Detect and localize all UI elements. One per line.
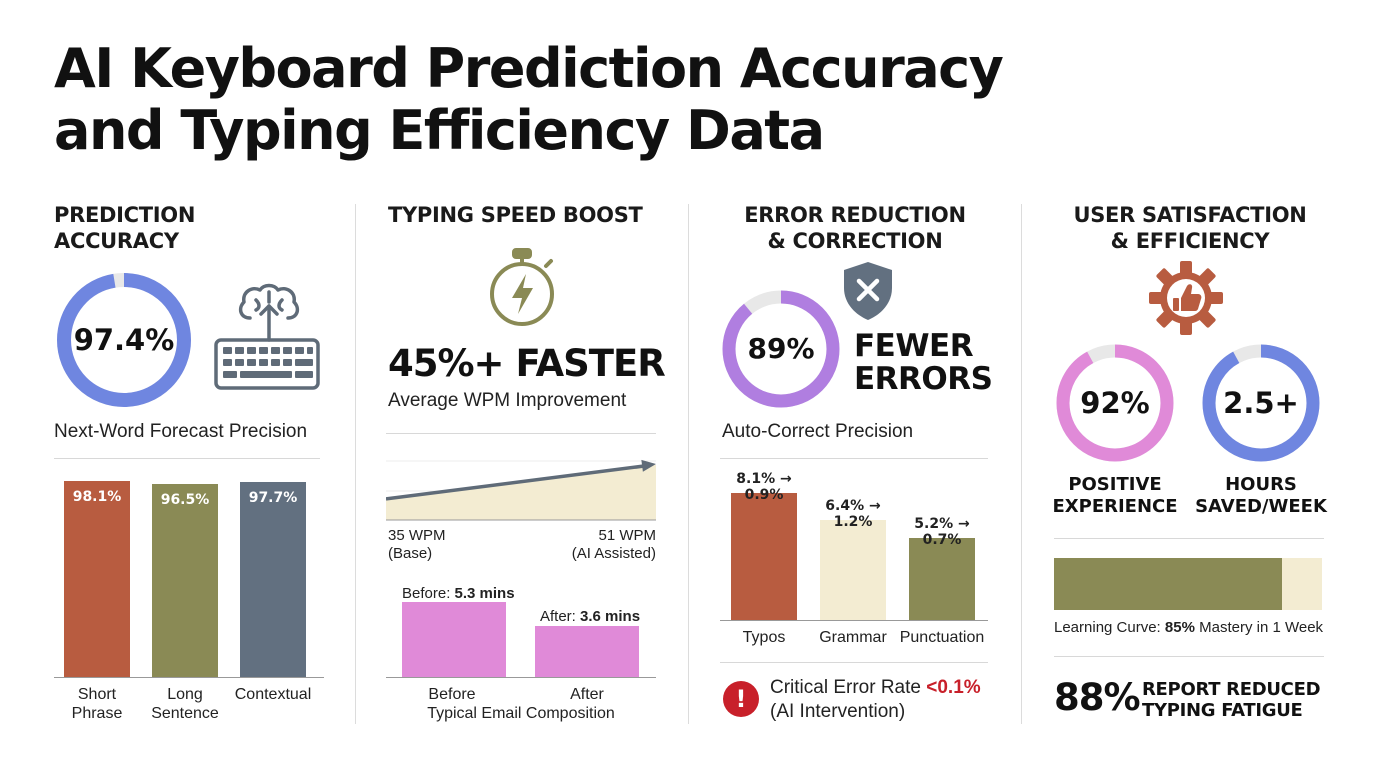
positive-experience-label: POSITIVE EXPERIENCE [1052, 474, 1178, 517]
exclamation-icon: ! [723, 681, 759, 717]
bar-contextual [240, 481, 306, 677]
positive-experience-ring [1056, 344, 1174, 462]
bar-value-label: 8.1% → 0.9% [736, 470, 792, 503]
x-axis-title: Typical Email Composition [427, 705, 615, 722]
prediction-heading: PREDICTION ACCURACY [54, 203, 196, 253]
error-reduction-panel: ERROR REDUCTION & CORRECTION 89% FEWER E… [706, 196, 1004, 756]
category-label: Long Sentence [151, 686, 219, 722]
learning-curve-fill [1054, 558, 1282, 610]
fewer-errors-label: FEWER ERRORS [854, 328, 993, 397]
divider [386, 433, 656, 434]
bar-grammar [820, 519, 886, 620]
satisfaction-heading: USER SATISFACTION & EFFICIENCY [1073, 203, 1307, 253]
wpm-area-chart [386, 459, 656, 521]
page-title: AI Keyboard Prediction Accuracy and Typi… [54, 38, 1154, 162]
bar-punctuation [909, 538, 975, 620]
critical-error-rate: Critical Error Rate <0.1% (AI Interventi… [770, 677, 981, 722]
typing-speed-panel: TYPING SPEED BOOST 45%+ FASTER Average W… [372, 196, 672, 756]
bar-long-sentence [152, 484, 218, 677]
bar-short-phrase [64, 480, 130, 677]
learning-curve-track [1054, 558, 1322, 610]
fatigue-label: REPORT REDUCED TYPING FATIGUE [1142, 679, 1321, 721]
divider [54, 458, 320, 459]
prediction-ring-value: 97.4% [73, 323, 175, 357]
speed-subline: Average WPM Improvement [388, 390, 627, 411]
before-value-label: Before: 5.3 mins [402, 585, 515, 602]
wpm-trend-line [386, 464, 645, 501]
wpm-area-fill [386, 465, 656, 520]
wpm-base-label: 35 WPM (Base) [388, 527, 446, 562]
user-satisfaction-panel: USER SATISFACTION & EFFICIENCY 92% 2.5+ [1040, 196, 1340, 756]
speed-headline: 45%+ FASTER [388, 342, 666, 385]
divider [720, 458, 988, 459]
category-label: Grammar [819, 629, 887, 646]
category-label: Punctuation [899, 629, 985, 646]
positive-experience-value: 92% [1080, 386, 1150, 420]
stopwatch-lightning-icon [490, 248, 554, 326]
page-title-line2: and Typing Efficiency Data [54, 99, 825, 162]
after-value-label: After: 3.6 mins [540, 608, 641, 625]
bar-value-label: 96.5% [160, 492, 210, 508]
bar-value-label: 5.2% → 0.7% [914, 516, 970, 549]
errors-heading: ERROR REDUCTION & CORRECTION [744, 203, 966, 253]
hours-saved-ring [1202, 344, 1320, 462]
errors-caption: Auto-Correct Precision [722, 421, 914, 442]
column-divider [355, 204, 356, 724]
prediction-accuracy-ring [57, 273, 191, 407]
gear-thumbs-up-icon [1149, 261, 1223, 335]
wpm-arrowhead [641, 459, 656, 472]
bar-value-label: 97.7% [248, 489, 298, 506]
category-label: Typos [742, 629, 786, 646]
divider [720, 662, 988, 663]
bar-before [402, 602, 506, 677]
brain-keyboard-icon [214, 283, 320, 390]
bar-typos [731, 492, 797, 620]
bar-value-label: 6.4% → 1.2% [825, 497, 881, 530]
critical-error-value: <0.1% [926, 677, 981, 698]
prediction-caption: Next-Word Forecast Precision [54, 421, 308, 442]
x-axis-line [720, 620, 988, 621]
x-axis-line [54, 677, 324, 678]
category-label: Short Phrase [71, 686, 123, 722]
wpm-ai-label: 51 WPM (AI Assisted) [571, 527, 656, 562]
category-label: After [570, 686, 604, 703]
divider [1054, 538, 1324, 539]
speed-heading: TYPING SPEED BOOST [388, 203, 643, 227]
bar-value-label: 98.1% [72, 488, 122, 505]
autocorrect-ring [722, 290, 840, 408]
learning-curve-label: Learning Curve: 85% Mastery in 1 Week [1054, 619, 1324, 636]
column-divider [688, 204, 689, 724]
category-label: Contextual [234, 686, 312, 703]
fatigue-value: 88% [1054, 676, 1141, 719]
shield-x-icon [844, 262, 892, 320]
divider [1054, 656, 1324, 657]
x-axis-line [386, 677, 656, 678]
category-label: Before [428, 686, 476, 703]
bar-after [535, 626, 639, 677]
autocorrect-ring-value: 89% [747, 332, 815, 365]
hours-saved-label: HOURS SAVED/WEEK [1195, 474, 1327, 517]
prediction-accuracy-panel: PREDICTION ACCURACY 97.4% [40, 196, 340, 756]
hours-saved-value: 2.5+ [1223, 386, 1299, 420]
column-divider [1021, 204, 1022, 724]
page-title-line1: AI Keyboard Prediction Accuracy [54, 37, 1004, 100]
svg-text:!: ! [736, 685, 747, 713]
